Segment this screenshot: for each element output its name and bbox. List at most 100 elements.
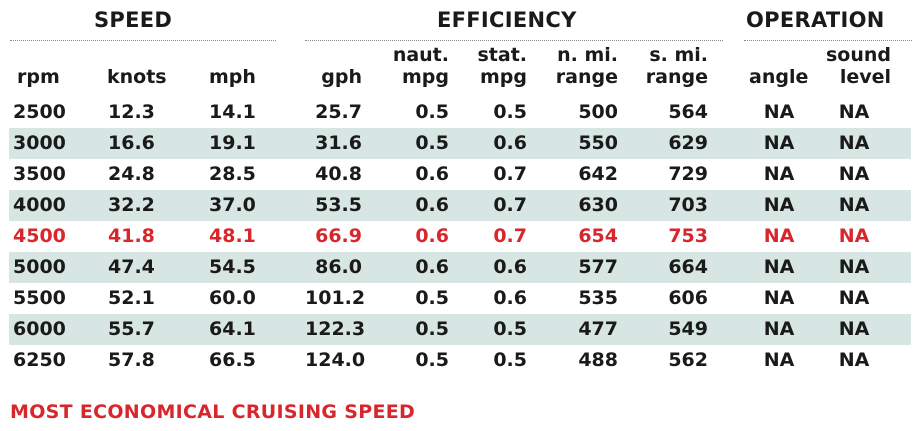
cell-mph: 54.5 — [209, 256, 256, 278]
rule-efficiency — [305, 40, 723, 41]
cell-angle: NA — [763, 225, 795, 247]
cell-knots: 55.7 — [108, 318, 155, 340]
cell-gph: 122.3 — [305, 318, 366, 340]
cell-nmi-range: 500 — [578, 101, 618, 123]
cell-mph: 37.0 — [209, 194, 256, 216]
cell-mph: 66.5 — [209, 349, 256, 371]
cell-rpm: 3000 — [13, 132, 66, 154]
col-knots: knots — [107, 66, 167, 88]
cell-smi-range: 564 — [668, 101, 708, 123]
cell-gph: 101.2 — [305, 287, 366, 309]
cell-rpm: 2500 — [13, 101, 66, 123]
cell-rpm: 4000 — [13, 194, 66, 216]
col-naut-mpg-line1: naut. — [392, 44, 449, 66]
table-row: 2500 12.3 14.1 25.7 0.5 0.5 500 564 NA N… — [9, 97, 911, 128]
cell-knots: 24.8 — [108, 163, 155, 185]
cell-stat-mpg: 0.6 — [493, 287, 527, 309]
section-speed: SPEED — [94, 8, 173, 32]
cell-stat-mpg: 0.5 — [493, 318, 527, 340]
footnote-most-economical: MOST ECONOMICAL CRUISING SPEED — [10, 401, 416, 423]
cell-gph: 53.5 — [315, 194, 362, 216]
cell-naut-mpg: 0.5 — [415, 349, 449, 371]
cell-sound-level: NA — [838, 101, 870, 123]
cell-angle: NA — [763, 132, 795, 154]
col-rpm: rpm — [17, 66, 60, 88]
cell-angle: NA — [763, 256, 795, 278]
cell-stat-mpg: 0.7 — [493, 163, 527, 185]
cell-stat-mpg: 0.7 — [493, 225, 527, 247]
col-stat-mpg-line2: mpg — [480, 66, 527, 88]
table-row-highlighted: 4500 41.8 48.1 66.9 0.6 0.7 654 753 NA N… — [9, 221, 911, 252]
cell-knots: 52.1 — [108, 287, 155, 309]
col-mph: mph — [209, 66, 256, 88]
cell-nmi-range: 535 — [578, 287, 618, 309]
cell-sound-level: NA — [838, 194, 870, 216]
cell-sound-level: NA — [838, 163, 870, 185]
cell-rpm: 5000 — [13, 256, 66, 278]
cell-naut-mpg: 0.6 — [415, 225, 449, 247]
cell-knots: 32.2 — [108, 194, 155, 216]
cell-stat-mpg: 0.5 — [493, 349, 527, 371]
cell-naut-mpg: 0.6 — [415, 163, 449, 185]
cell-knots: 16.6 — [108, 132, 155, 154]
cell-nmi-range: 477 — [578, 318, 618, 340]
cell-smi-range: 703 — [668, 194, 708, 216]
cell-smi-range: 664 — [668, 256, 708, 278]
cell-gph: 66.9 — [315, 225, 362, 247]
section-efficiency: EFFICIENCY — [437, 8, 577, 32]
cell-smi-range: 606 — [668, 287, 708, 309]
cell-sound-level: NA — [838, 318, 870, 340]
col-smi-range-line2: range — [645, 66, 708, 88]
cell-smi-range: 629 — [668, 132, 708, 154]
cell-angle: NA — [763, 318, 795, 340]
col-naut-mpg-line2: mpg — [402, 66, 449, 88]
cell-sound-level: NA — [838, 349, 870, 371]
cell-gph: 31.6 — [315, 132, 362, 154]
table-row: 3000 16.6 19.1 31.6 0.5 0.6 550 629 NA N… — [9, 128, 911, 159]
cell-naut-mpg: 0.5 — [415, 318, 449, 340]
cell-stat-mpg: 0.7 — [493, 194, 527, 216]
cell-rpm: 6000 — [13, 318, 66, 340]
rule-speed — [10, 40, 276, 41]
cell-gph: 124.0 — [305, 349, 366, 371]
cell-mph: 60.0 — [209, 287, 256, 309]
cell-naut-mpg: 0.6 — [415, 256, 449, 278]
cell-nmi-range: 642 — [578, 163, 618, 185]
cell-stat-mpg: 0.5 — [493, 101, 527, 123]
cell-smi-range: 753 — [668, 225, 708, 247]
cell-sound-level: NA — [838, 287, 870, 309]
cell-rpm: 5500 — [13, 287, 66, 309]
col-sound-level-line2: level — [839, 66, 891, 88]
col-angle: angle — [749, 66, 809, 88]
cell-stat-mpg: 0.6 — [493, 256, 527, 278]
cell-mph: 64.1 — [209, 318, 256, 340]
cell-nmi-range: 550 — [578, 132, 618, 154]
cell-mph: 19.1 — [209, 132, 256, 154]
cell-nmi-range: 654 — [578, 225, 618, 247]
cell-mph: 48.1 — [209, 225, 256, 247]
cell-angle: NA — [763, 101, 795, 123]
col-nmi-range-line1: n. mi. — [557, 44, 618, 66]
cell-naut-mpg: 0.5 — [415, 132, 449, 154]
cell-rpm: 6250 — [13, 349, 66, 371]
cell-rpm: 3500 — [13, 163, 66, 185]
table-row: 5500 52.1 60.0 101.2 0.5 0.6 535 606 NA … — [9, 283, 911, 314]
col-smi-range-line1: s. mi. — [649, 44, 708, 66]
col-nmi-range-line2: range — [555, 66, 618, 88]
cell-angle: NA — [763, 163, 795, 185]
section-operation: OPERATION — [746, 8, 885, 32]
cell-nmi-range: 630 — [578, 194, 618, 216]
col-gph: gph — [321, 66, 362, 88]
table-row: 6000 55.7 64.1 122.3 0.5 0.5 477 549 NA … — [9, 314, 911, 345]
cell-nmi-range: 577 — [578, 256, 618, 278]
col-sound-level-line1: sound — [825, 44, 891, 66]
table-row: 5000 47.4 54.5 86.0 0.6 0.6 577 664 NA N… — [9, 252, 911, 283]
cell-angle: NA — [763, 349, 795, 371]
cell-mph: 28.5 — [209, 163, 256, 185]
rule-operation — [744, 40, 912, 41]
cell-smi-range: 549 — [668, 318, 708, 340]
cell-knots: 41.8 — [108, 225, 155, 247]
table-row: 3500 24.8 28.5 40.8 0.6 0.7 642 729 NA N… — [9, 159, 911, 190]
cell-naut-mpg: 0.6 — [415, 194, 449, 216]
cell-sound-level: NA — [838, 132, 870, 154]
